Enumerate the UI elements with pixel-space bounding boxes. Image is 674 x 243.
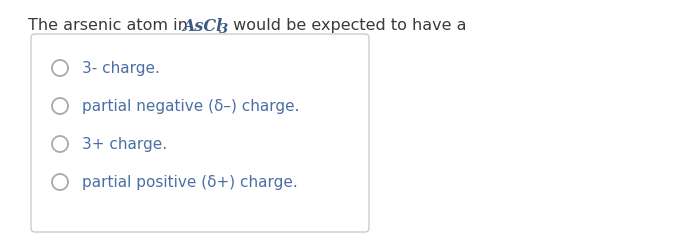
Text: AsCl: AsCl: [182, 18, 222, 35]
Text: 3- charge.: 3- charge.: [82, 61, 160, 76]
Text: would be expected to have a: would be expected to have a: [228, 18, 466, 33]
Text: 3+ charge.: 3+ charge.: [82, 137, 167, 151]
Text: 3: 3: [219, 23, 228, 36]
Text: partial negative (δ–) charge.: partial negative (δ–) charge.: [82, 98, 299, 113]
Text: partial positive (δ+) charge.: partial positive (δ+) charge.: [82, 174, 298, 190]
FancyBboxPatch shape: [31, 34, 369, 232]
Text: The arsenic atom in: The arsenic atom in: [28, 18, 193, 33]
